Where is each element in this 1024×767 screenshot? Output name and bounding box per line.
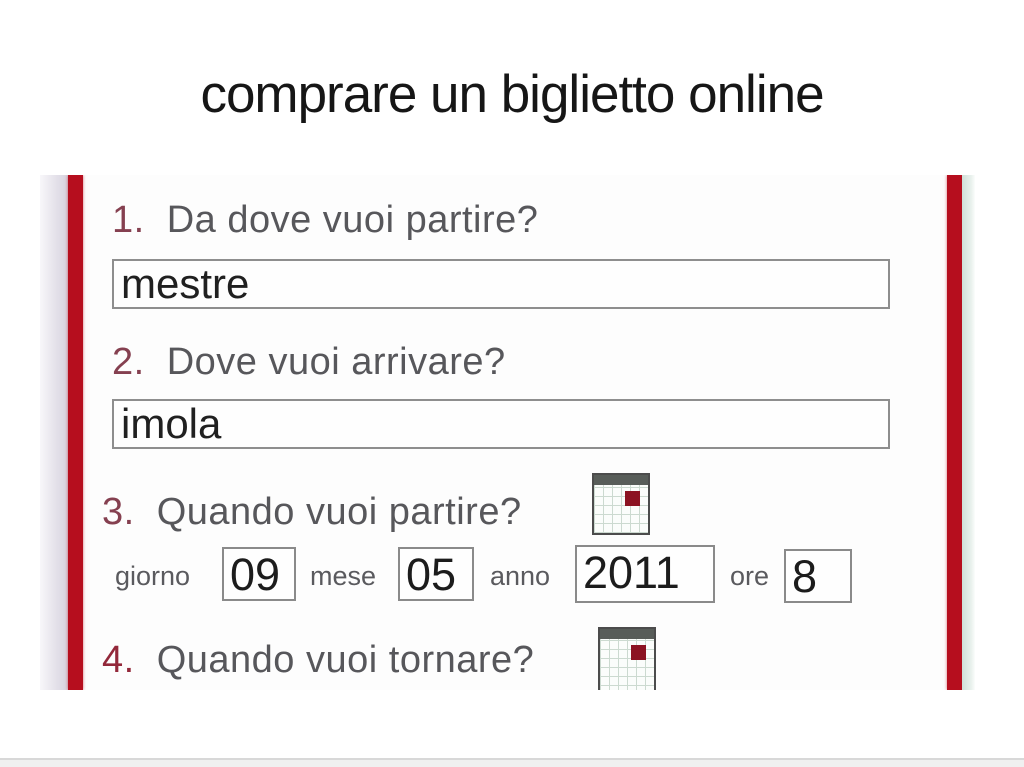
question-2-number: 2. [112, 341, 145, 383]
question-1-label: 1. Da dove vuoi partire? [112, 199, 538, 242]
departure-input[interactable]: mestre [112, 259, 890, 309]
question-2-text: Dove vuoi arrivare? [166, 341, 506, 383]
calendar-icon-return[interactable] [598, 627, 656, 690]
slide-title: comprare un biglietto online [200, 65, 824, 124]
calendar-header [600, 629, 654, 639]
year-input[interactable]: 2011 [575, 545, 715, 603]
departure-date-row: giorno 09 mese 05 anno 2011 ore 8 [40, 545, 975, 605]
left-edge-strip [40, 175, 68, 690]
day-label: giorno [115, 561, 191, 591]
question-4-text: Quando vuoi tornare? [156, 639, 535, 681]
ticket-form-screenshot: 1. Da dove vuoi partire? mestre 2. Dove vu… [40, 175, 975, 690]
question-1-text: Da dove vuoi partire? [166, 199, 539, 241]
right-edge-strip [962, 175, 975, 690]
slide-bottom-edge [0, 758, 1024, 767]
question-4-number: 4. [102, 639, 135, 681]
question-4-label: 4. Quando vuoi tornare? [102, 639, 534, 682]
right-accent-bar [947, 175, 962, 690]
question-3-text: Quando vuoi partire? [156, 491, 522, 533]
left-accent-bar [68, 175, 83, 690]
hour-label: ore [730, 561, 770, 591]
month-label: mese [310, 561, 377, 591]
arrival-input[interactable]: imola [112, 399, 890, 449]
question-3-number: 3. [102, 491, 135, 533]
calendar-selected-day [631, 645, 646, 660]
question-2-label: 2. Dove vuoi arrivare? [112, 341, 506, 384]
hour-input[interactable]: 8 [784, 549, 852, 603]
day-input[interactable]: 09 [222, 547, 296, 601]
question-1-number: 1. [112, 199, 145, 241]
calendar-selected-day [625, 491, 640, 506]
year-label: anno [490, 561, 551, 591]
question-3-label: 3. Quando vuoi partire? [102, 491, 522, 534]
calendar-icon-departure[interactable] [592, 473, 650, 535]
calendar-header [594, 475, 648, 485]
month-input[interactable]: 05 [398, 547, 474, 601]
